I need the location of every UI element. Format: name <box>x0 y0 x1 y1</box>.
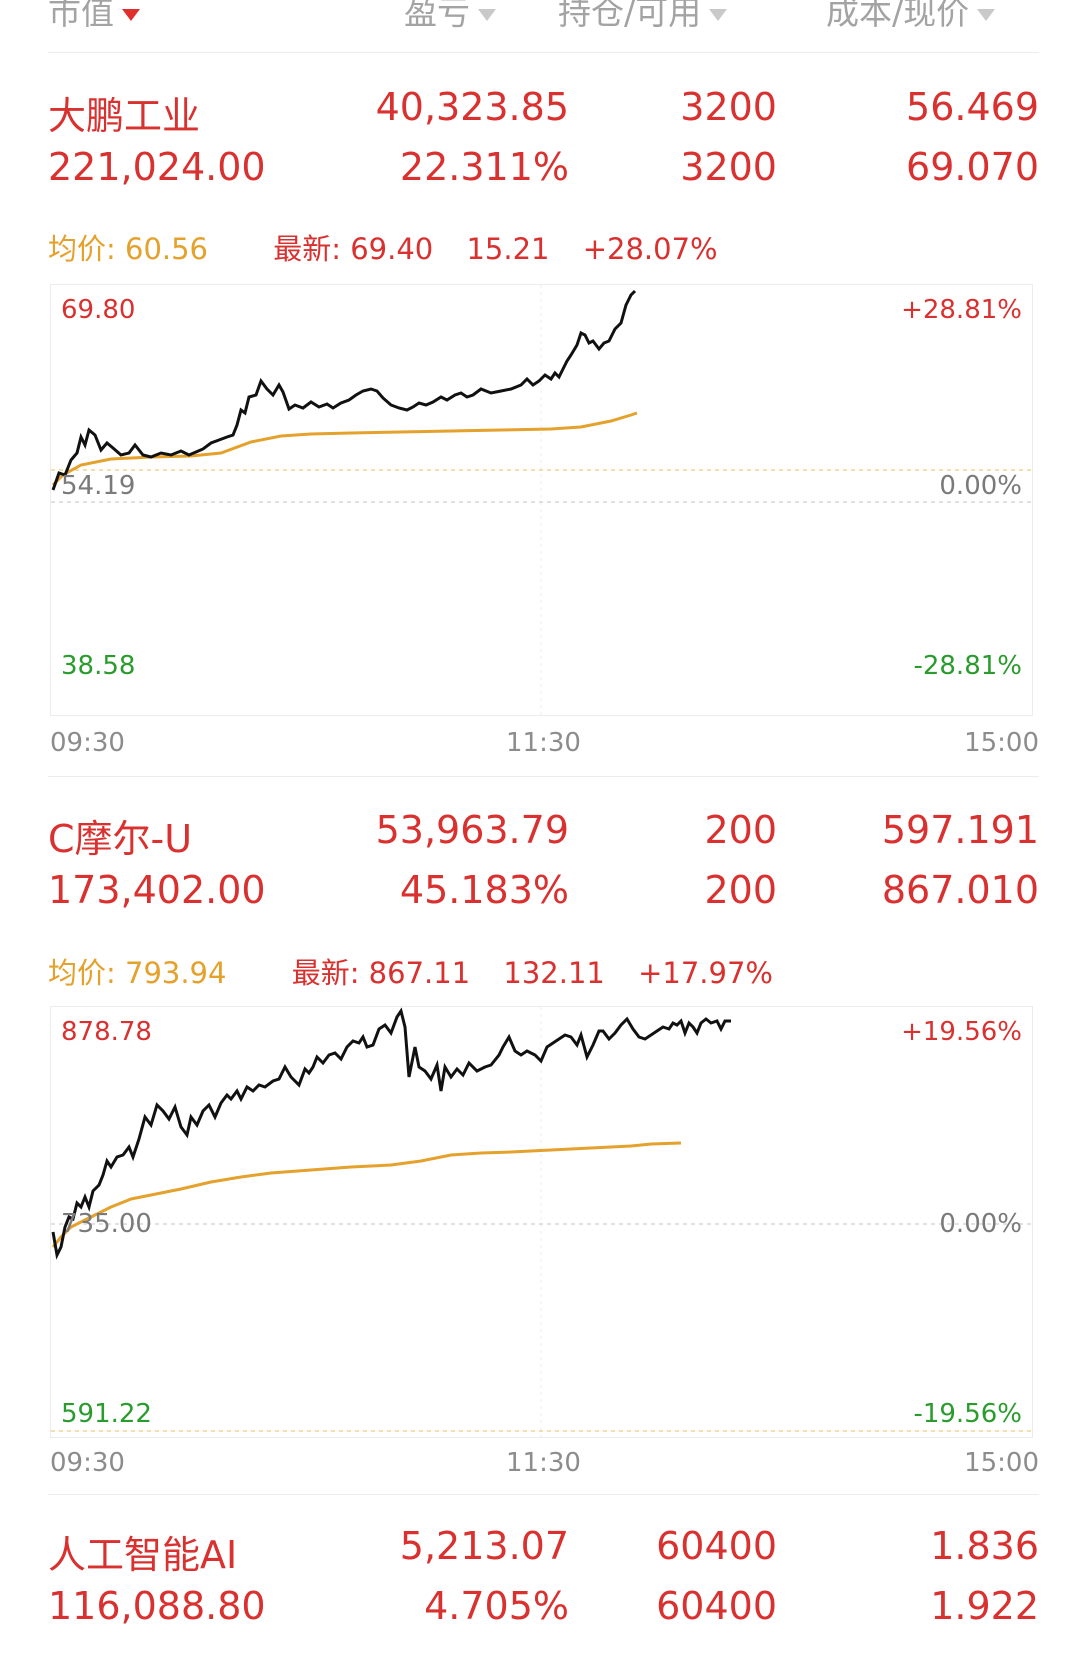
divider <box>48 1494 1039 1495</box>
chart-low-price: 591.22 <box>61 1399 152 1429</box>
sort-icon <box>478 8 496 21</box>
chart-base-pct: 0.00% <box>939 471 1022 501</box>
chart-base-price: 735.00 <box>61 1209 152 1239</box>
chart-high-pct: +19.56% <box>901 1017 1022 1047</box>
chart-base-pct: 0.00% <box>939 1209 1022 1239</box>
cost-value: 1.836 <box>930 1524 1039 1568</box>
quote-info: 均价: 60.56 最新: 69.40 15.21 +28.07% <box>48 226 718 266</box>
profit-pct: 22.311% <box>399 145 569 189</box>
chart-low-price: 38.58 <box>61 651 136 681</box>
holding-row-bottom: 221,024.00 22.311% 3200 69.070 <box>48 145 1039 195</box>
sort-icon <box>977 8 996 21</box>
column-header: 市值 盈亏 持仓/可用 成本/现价 <box>48 0 1039 48</box>
market-value: 173,402.00 <box>48 868 266 912</box>
intraday-chart[interactable]: 878.78 +19.56% 735.00 0.00% 591.22 -19.5… <box>50 1006 1033 1438</box>
time-end: 15:00 <box>964 1448 1039 1478</box>
market-value: 116,088.80 <box>48 1584 266 1628</box>
profit-value: 5,213.07 <box>399 1524 569 1568</box>
price-change-pct: +17.97% <box>638 956 773 990</box>
position-value: 60400 <box>656 1524 777 1568</box>
intraday-chart-svg <box>51 1007 1032 1437</box>
intraday-chart-svg <box>51 285 1032 715</box>
header-label-market-value: 市值 <box>48 0 114 32</box>
divider <box>48 776 1039 777</box>
position-value: 200 <box>704 808 777 852</box>
sort-cost-price[interactable]: 成本/现价 <box>826 0 996 34</box>
market-value: 221,024.00 <box>48 145 266 189</box>
divider <box>48 52 1039 53</box>
sort-profit[interactable]: 盈亏 <box>404 0 496 34</box>
price-line <box>51 1007 731 1260</box>
price-change-pct: +28.07% <box>582 232 718 266</box>
intraday-chart[interactable]: 69.80 +28.81% 54.19 0.00% 38.58 -28.81% <box>50 284 1033 716</box>
cost-value: 597.191 <box>881 808 1039 852</box>
header-label-profit: 盈亏 <box>404 0 470 32</box>
time-start: 09:30 <box>50 728 125 758</box>
chart-high-price: 69.80 <box>61 295 136 325</box>
holding-row-bottom: 173,402.00 45.183% 200 867.010 <box>48 868 1039 918</box>
holding-row-top: 大鹏工业 40,323.85 3200 56.469 <box>48 85 1039 138</box>
header-label-cost-price: 成本/现价 <box>826 0 970 32</box>
chart-high-price: 878.78 <box>61 1017 152 1047</box>
profit-value: 40,323.85 <box>375 85 569 129</box>
price-value: 867.010 <box>881 868 1039 912</box>
avg-price-line <box>51 1141 682 1248</box>
latest-price: 最新: 867.11 <box>291 956 471 990</box>
stock-name: 人工智能AI <box>48 1533 238 1577</box>
stock-name: 大鹏工业 <box>48 94 201 138</box>
price-value: 69.070 <box>906 145 1039 189</box>
profit-pct: 45.183% <box>399 868 569 912</box>
chart-high-pct: +28.81% <box>901 295 1022 325</box>
avg-price-line <box>51 411 638 487</box>
holding-row-top: C摩尔-U 53,963.79 200 597.191 <box>48 808 1039 861</box>
time-mid: 11:30 <box>506 1448 581 1478</box>
available-value: 60400 <box>656 1584 777 1628</box>
sort-desc-icon <box>122 8 140 21</box>
stock-name: C摩尔-U <box>48 817 193 861</box>
cost-value: 56.469 <box>906 85 1039 129</box>
header-label-position: 持仓/可用 <box>558 0 702 32</box>
avg-price: 均价: 60.56 <box>48 232 209 266</box>
sort-icon <box>709 8 728 21</box>
price-change: 15.21 <box>466 232 550 266</box>
chart-base-price: 54.19 <box>61 471 136 501</box>
holding-row-top: 人工智能AI 5,213.07 60400 1.836 <box>48 1524 1039 1577</box>
profit-value: 53,963.79 <box>375 808 569 852</box>
profit-pct: 4.705% <box>424 1584 569 1628</box>
sort-position[interactable]: 持仓/可用 <box>558 0 728 34</box>
chart-low-pct: -19.56% <box>913 1399 1022 1429</box>
time-mid: 11:30 <box>506 728 581 758</box>
latest-price: 最新: 69.40 <box>273 232 434 266</box>
chart-low-pct: -28.81% <box>913 651 1022 681</box>
available-value: 200 <box>704 868 777 912</box>
price-change: 132.11 <box>503 956 605 990</box>
avg-price: 均价: 793.94 <box>48 956 227 990</box>
price-line <box>51 289 637 491</box>
available-value: 3200 <box>680 145 777 189</box>
price-value: 1.922 <box>930 1584 1039 1628</box>
position-value: 3200 <box>680 85 777 129</box>
time-start: 09:30 <box>50 1448 125 1478</box>
quote-info: 均价: 793.94 最新: 867.11 132.11 +17.97% <box>48 950 773 990</box>
sort-market-value[interactable]: 市值 <box>48 0 140 34</box>
holding-row-bottom: 116,088.80 4.705% 60400 1.922 <box>48 1584 1039 1634</box>
time-end: 15:00 <box>964 728 1039 758</box>
